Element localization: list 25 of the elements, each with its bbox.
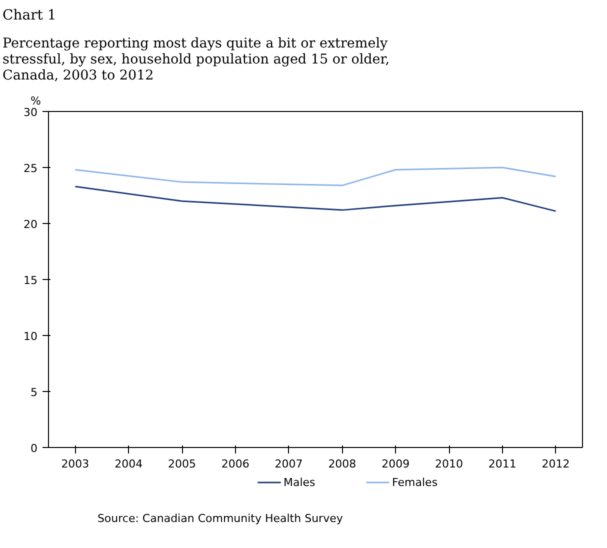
- x-tick-label: 2012: [542, 458, 570, 470]
- x-tick-label: 2008: [328, 458, 356, 470]
- legend-label: Males: [283, 476, 316, 489]
- chart-title: Chart 1: [2, 8, 56, 24]
- line-series: [74, 186, 557, 212]
- x-tick-label: 2009: [382, 458, 410, 470]
- x-tick-label: 2006: [221, 458, 250, 470]
- x-tick-label: 2010: [435, 458, 464, 470]
- x-tick-label: 2003: [61, 458, 90, 470]
- y-tick-label: 30: [24, 106, 38, 119]
- x-tick-label: 2005: [168, 458, 196, 470]
- y-tick-label: 15: [24, 274, 38, 287]
- x-tick-label: 2004: [114, 458, 143, 470]
- y-tick-label: 20: [24, 218, 38, 231]
- y-tick-label: 5: [30, 386, 38, 399]
- y-tick-label: 25: [24, 162, 38, 175]
- legend-label: Females: [392, 476, 438, 489]
- y-axis-title: %: [30, 94, 41, 108]
- source-note: Source: Canadian Community Health Survey: [97, 512, 344, 525]
- x-tick-label: 2011: [488, 458, 516, 470]
- y-tick-label: 10: [24, 330, 38, 343]
- y-tick-label: 0: [30, 442, 38, 455]
- x-tick-label: 2007: [274, 458, 303, 470]
- line-series: [74, 166, 557, 186]
- chart-subtitle: Percentage reporting most days quite a bit or extremely stressful, by sex, household population aged 15 or older, Canada, 2003 to 2012: [2, 36, 390, 84]
